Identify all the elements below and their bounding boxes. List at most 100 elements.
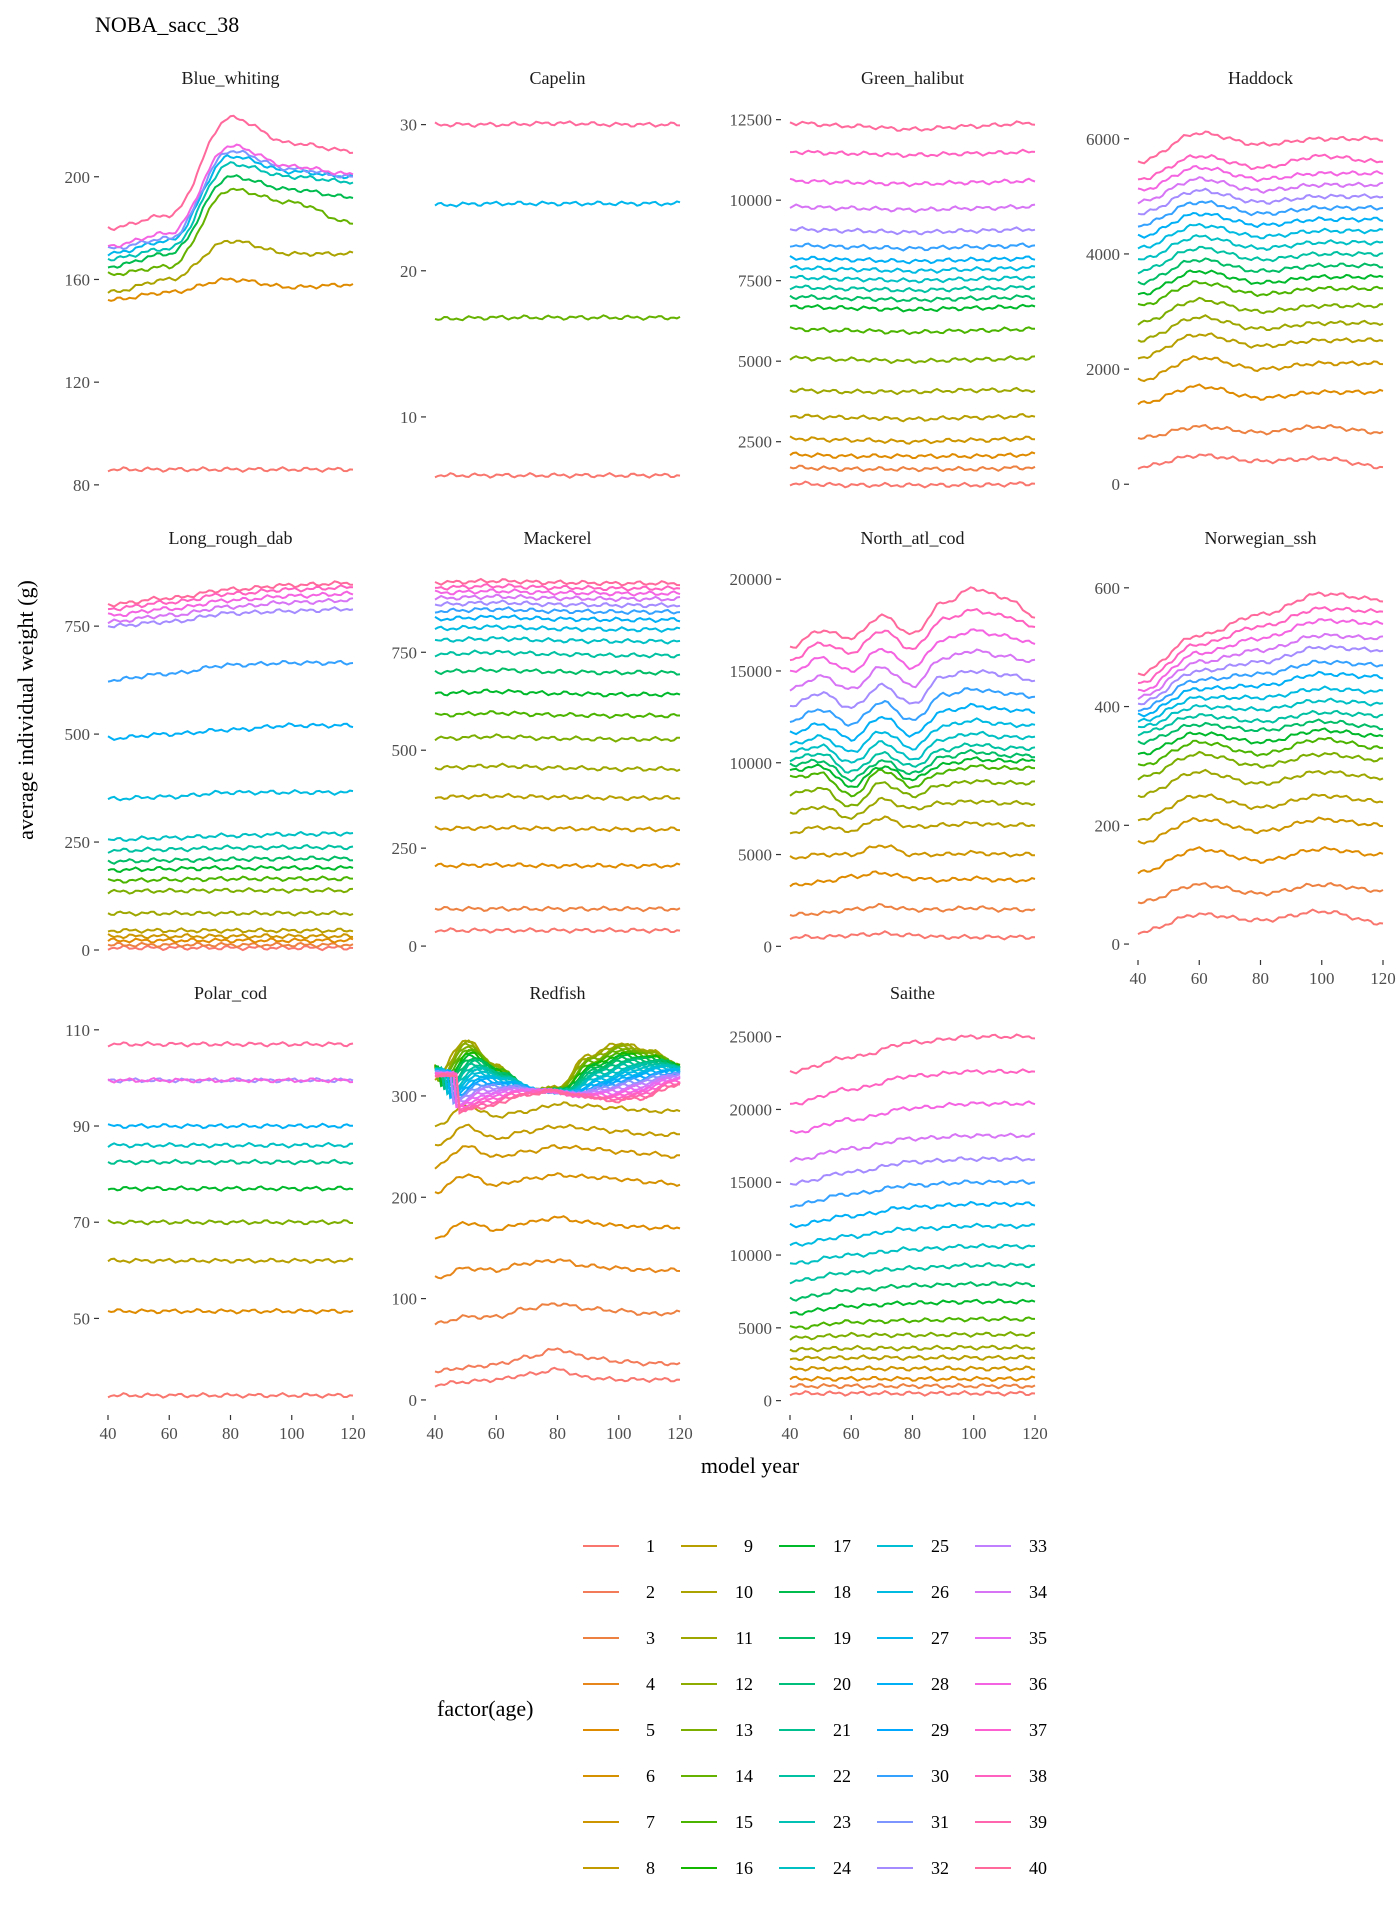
legend-label: 31	[931, 1812, 949, 1832]
series-line-age-6	[434, 762, 681, 773]
legend-item: 13	[681, 1720, 753, 1740]
y-tick-label: 200	[392, 1188, 418, 1207]
x-tick-label: 120	[667, 1424, 693, 1443]
series-line-age-15	[107, 659, 354, 683]
series-line-age-9	[1137, 727, 1384, 756]
series-line-age-5	[107, 927, 354, 934]
x-tick-label: 100	[279, 1424, 305, 1443]
y-tick-label: 20000	[730, 570, 773, 589]
series-line-age-15	[789, 1179, 1036, 1208]
legend-item: 38	[975, 1766, 1047, 1786]
series-line-age-8	[789, 764, 1035, 798]
legend-item: 27	[877, 1628, 949, 1648]
legend-item: 6	[583, 1766, 655, 1786]
x-tick-label: 40	[782, 1424, 799, 1443]
strip-label: Mackerel	[524, 528, 592, 548]
series-line-age-5	[789, 815, 1036, 835]
strip-label: Haddock	[1228, 68, 1293, 88]
series-line-age-2	[107, 1307, 354, 1315]
legend-label: 2	[646, 1582, 655, 1602]
series-line-age-3	[1137, 845, 1384, 875]
series-line-age-10	[789, 294, 1036, 303]
series-line-age-1	[789, 1389, 1036, 1397]
legend-label: 32	[931, 1858, 949, 1878]
series-line-age-11	[107, 1040, 354, 1048]
series-line-age-20	[1137, 591, 1384, 677]
x-axis-title: model year	[701, 1453, 800, 1478]
legend-label: 37	[1029, 1720, 1047, 1740]
y-tick-label: 250	[392, 839, 418, 858]
legend-label: 36	[1029, 1674, 1047, 1694]
y-tick-label: 0	[1112, 935, 1121, 954]
legend-label: 1	[646, 1536, 655, 1556]
series-line-age-2	[107, 941, 354, 949]
series-line-age-4	[434, 1258, 681, 1280]
series-line-age-13	[789, 264, 1036, 274]
y-tick-label: 500	[392, 741, 418, 760]
legend-item: 31	[877, 1812, 949, 1832]
legend-label: 25	[931, 1536, 949, 1556]
series-line-age-2	[1137, 424, 1384, 440]
y-tick-label: 200	[65, 168, 91, 187]
series-line-age-18	[789, 628, 1036, 673]
series-line-age-6	[107, 909, 354, 917]
series-line-age-4	[107, 933, 354, 940]
series-line-age-8	[107, 1122, 353, 1130]
series-line-age-14	[789, 702, 1036, 742]
series-line-age-1	[1137, 908, 1384, 936]
series-line-age-20	[789, 1033, 1036, 1075]
legend: factor(age) 1234567891011121314151617181…	[437, 1536, 1047, 1878]
series-line-age-7	[107, 886, 354, 895]
legend-title: factor(age)	[437, 1696, 533, 1721]
legend-label: 34	[1029, 1582, 1047, 1602]
series-line-age-5	[107, 1185, 354, 1192]
series-line-age-10	[434, 666, 681, 676]
series-line-age-20	[1137, 130, 1384, 165]
series-line-age-20	[789, 120, 1036, 132]
y-tick-label: 20	[400, 262, 417, 281]
legend-item: 19	[779, 1628, 851, 1648]
series-line-age-9	[107, 864, 354, 874]
x-tick-label: 120	[340, 1424, 366, 1443]
y-tick-label: 120	[65, 373, 91, 392]
series-line-age-4	[789, 844, 1036, 860]
series-line-age-10	[789, 748, 1036, 783]
series-line-age-4	[107, 1219, 354, 1226]
strip-label: Saithe	[890, 983, 935, 1003]
series-line-age-10	[107, 1076, 354, 1084]
y-tick-label: 70	[73, 1213, 90, 1232]
legend-item: 37	[975, 1720, 1047, 1740]
series-line-age-16	[789, 668, 1036, 710]
legend-item: 28	[877, 1674, 949, 1694]
series-line-age-1	[434, 926, 681, 934]
panel-blue_whiting: Blue_whiting 80 120 160 200	[65, 68, 354, 495]
series-line-age-12	[789, 1242, 1036, 1265]
series-line-age-8	[107, 875, 354, 884]
series-line-age-16	[789, 225, 1036, 236]
series-line-age-10	[789, 1281, 1036, 1302]
series-line-age-4	[434, 824, 681, 833]
series-line-age-9	[789, 303, 1036, 313]
x-tick-label: 60	[488, 1424, 505, 1443]
series-line-age-7	[434, 733, 681, 743]
series-line-age-40	[434, 1072, 681, 1115]
series-line-age-20	[434, 577, 681, 587]
series-line-age-9	[434, 688, 681, 698]
series-line-age-6	[107, 1158, 354, 1166]
legend-label: 33	[1029, 1536, 1047, 1556]
series-line-age-18	[789, 1100, 1036, 1134]
y-axis-title: average individual weight (g)	[13, 580, 38, 840]
legend-item: 35	[975, 1628, 1047, 1648]
strip-label: Redfish	[530, 983, 586, 1003]
legend-item: 40	[975, 1858, 1047, 1878]
legend-item: 22	[779, 1766, 851, 1786]
series-line-age-17	[789, 1132, 1036, 1163]
series-line-age-6	[107, 161, 354, 262]
legend-label: 35	[1029, 1628, 1047, 1648]
series-line-age-9	[789, 756, 1036, 788]
series-line-age-17	[1137, 176, 1384, 205]
series-line-age-8	[1137, 280, 1383, 307]
panel-norwegian_ssh: Norwegian_ssh 0 200 400 600 40 60 80 100 120	[1095, 528, 1396, 988]
y-tick-label: 400	[1095, 698, 1121, 717]
y-tick-label: 200	[1095, 816, 1121, 835]
